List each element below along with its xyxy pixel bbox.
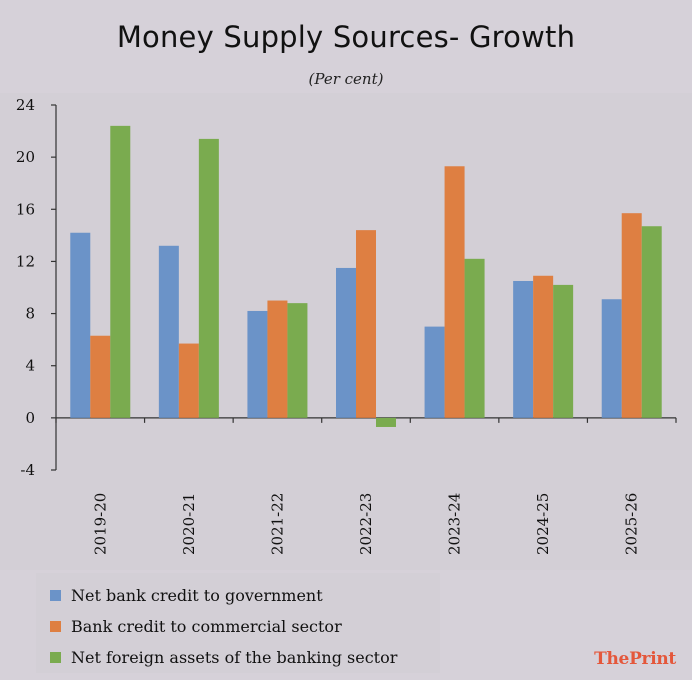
bar-2-2021-22	[267, 300, 288, 418]
chart-subtitle: (Per cent)	[308, 70, 384, 88]
bar-2-2019-20	[90, 335, 111, 418]
y-tick-label: 0	[25, 409, 35, 427]
bar-1-2025-26	[601, 299, 622, 418]
bar-3-2025-26	[641, 226, 662, 418]
bar-3-2023-24	[464, 258, 485, 418]
x-tick-label: 2025-26	[623, 493, 641, 555]
x-tick-label: 2021-22	[268, 493, 286, 555]
bar-3-2022-23	[376, 417, 396, 427]
bar-3-2021-22	[287, 303, 308, 418]
bar-1-2024-25	[513, 280, 534, 418]
brand-logo: ThePrint	[594, 649, 676, 669]
bar-1-2022-23	[336, 267, 356, 418]
bar-chart: -4 0 4 8 12 16 20 24 2019-20 2020-21 2021-22 2022-2…	[16, 96, 677, 555]
y-tick-label: 16	[16, 200, 35, 218]
legend-item-series-2: Bank credit to commercial sector	[50, 616, 342, 636]
y-tick-label: 12	[16, 252, 35, 270]
legend: Net bank credit to government Bank credi…	[36, 573, 440, 673]
legend-swatch-series-1	[50, 589, 61, 601]
bar-2-2024-25	[533, 275, 554, 418]
y-tick-label: 24	[16, 96, 35, 114]
legend-item-series-3: Net foreign assets of the banking sector	[50, 647, 397, 667]
legend-item-series-1: Net bank credit to government	[50, 585, 323, 605]
x-tick-label: 2024-25	[534, 493, 552, 555]
legend-label-series-1: Net bank credit to government	[71, 585, 323, 605]
brand-logo-the: The	[594, 649, 630, 669]
x-tick-label: 2023-24	[446, 493, 464, 555]
brand-logo-print: Print	[629, 649, 676, 669]
bar-2-2022-23	[356, 230, 376, 418]
legend-label-series-3: Net foreign assets of the banking sector	[71, 647, 398, 667]
legend-swatch-series-3	[50, 651, 61, 663]
bar-1-2019-20	[70, 232, 91, 418]
bar-1-2021-22	[247, 310, 268, 418]
bar-1-2020-21	[158, 245, 179, 418]
plot-panel: -4 0 4 8 12 16 20 24 2019-20 2020-21 2021-22 2022-2…	[0, 93, 692, 570]
bar-2-2020-21	[178, 343, 199, 418]
x-tick-label: 2020-21	[180, 493, 198, 555]
legend-swatch-series-2	[50, 620, 61, 632]
bar-2-2025-26	[621, 213, 642, 418]
bar-3-2024-25	[553, 284, 574, 418]
legend-label-series-2: Bank credit to commercial sector	[71, 616, 342, 636]
y-tick-label: 4	[25, 357, 35, 375]
bar-1-2023-24	[424, 326, 445, 418]
y-tick-label: -4	[20, 461, 35, 479]
x-tick-label: 2019-20	[91, 493, 109, 555]
bar-3-2020-21	[198, 138, 219, 418]
chart-title: Money Supply Sources- Growth	[116, 20, 576, 54]
bar-2-2023-24	[444, 166, 465, 418]
y-tick-label: 20	[16, 148, 35, 166]
x-tick-label: 2022-23	[357, 493, 375, 555]
y-tick-label: 8	[25, 305, 35, 323]
bar-3-2019-20	[110, 125, 131, 418]
